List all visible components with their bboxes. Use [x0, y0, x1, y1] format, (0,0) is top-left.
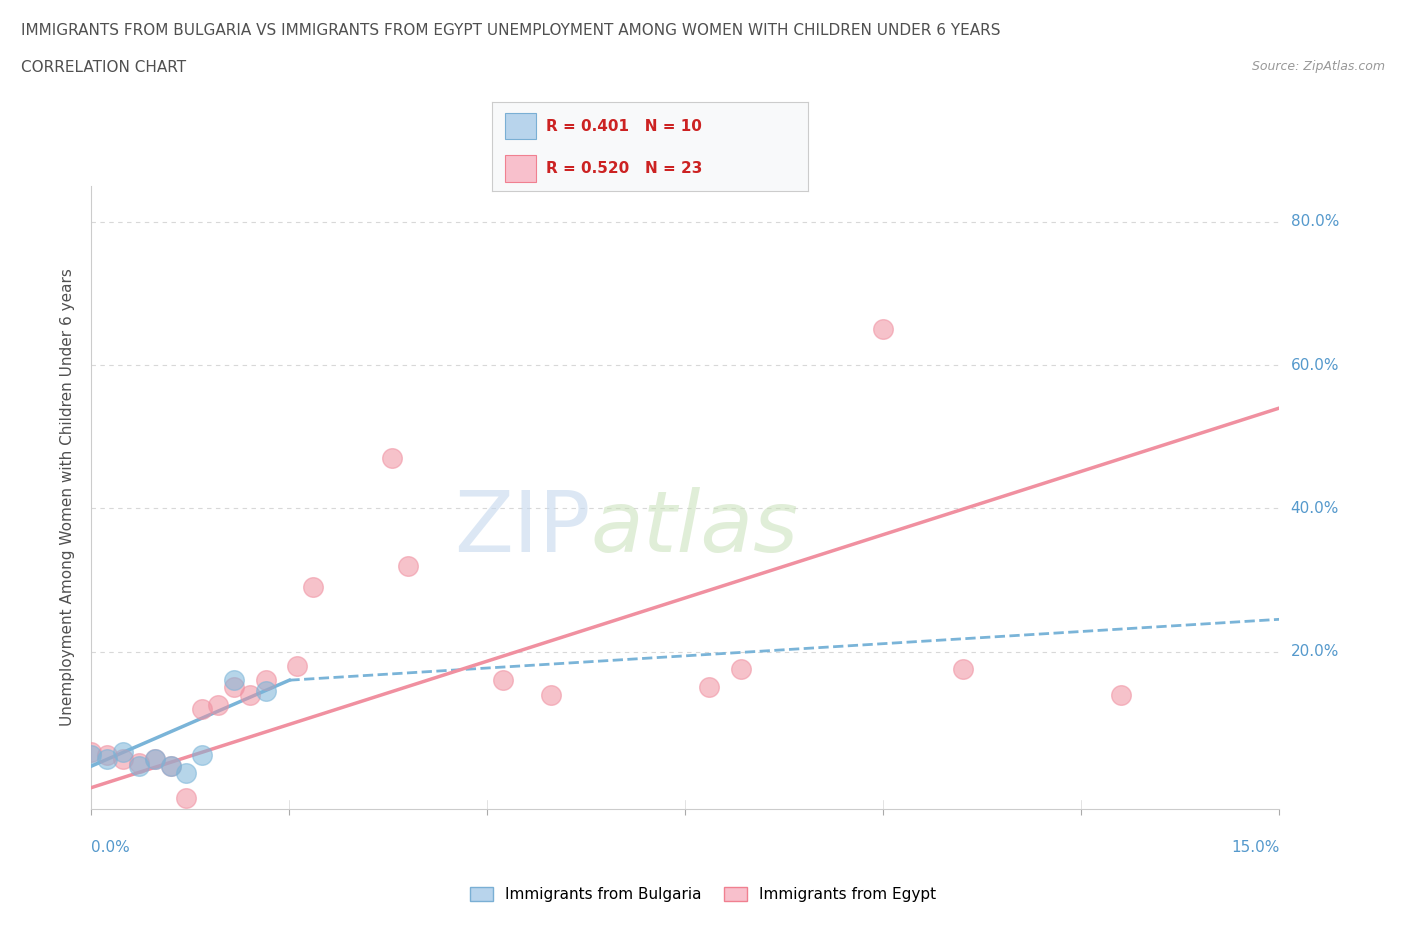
Point — [222, 680, 245, 695]
Text: 0.0%: 0.0% — [91, 840, 131, 855]
Bar — [505, 113, 537, 140]
Point — [143, 751, 166, 766]
Point — [1109, 687, 1132, 702]
Text: 15.0%: 15.0% — [1232, 840, 1279, 855]
Point — [112, 744, 135, 759]
Point — [285, 658, 308, 673]
Bar — [505, 155, 537, 182]
Text: ZIP: ZIP — [454, 487, 591, 570]
Point — [222, 672, 245, 687]
Point — [143, 751, 166, 766]
Point — [159, 759, 181, 774]
Point — [128, 755, 150, 770]
Text: 20.0%: 20.0% — [1291, 644, 1339, 659]
Point — [80, 748, 103, 763]
Point — [176, 790, 198, 805]
Point — [239, 687, 262, 702]
Point — [128, 759, 150, 774]
Point — [396, 558, 419, 573]
Text: R = 0.520   N = 23: R = 0.520 N = 23 — [546, 161, 702, 176]
Point — [952, 662, 974, 677]
Point — [80, 744, 103, 759]
Point — [730, 662, 752, 677]
Text: IMMIGRANTS FROM BULGARIA VS IMMIGRANTS FROM EGYPT UNEMPLOYMENT AMONG WOMEN WITH : IMMIGRANTS FROM BULGARIA VS IMMIGRANTS F… — [21, 23, 1001, 38]
Point — [96, 748, 118, 763]
Point — [540, 687, 562, 702]
Text: 40.0%: 40.0% — [1291, 500, 1339, 516]
Point — [191, 748, 214, 763]
Point — [492, 672, 515, 687]
Y-axis label: Unemployment Among Women with Children Under 6 years: Unemployment Among Women with Children U… — [60, 269, 76, 726]
Point — [381, 451, 404, 466]
Text: 60.0%: 60.0% — [1291, 357, 1339, 373]
Text: 80.0%: 80.0% — [1291, 214, 1339, 230]
Point — [697, 680, 720, 695]
Legend: Immigrants from Bulgaria, Immigrants from Egypt: Immigrants from Bulgaria, Immigrants fro… — [464, 881, 942, 909]
Point — [191, 701, 214, 716]
Point — [159, 759, 181, 774]
Point — [302, 579, 325, 594]
Point — [207, 698, 229, 712]
Point — [96, 751, 118, 766]
Text: CORRELATION CHART: CORRELATION CHART — [21, 60, 186, 75]
Point — [872, 322, 894, 337]
Point — [112, 751, 135, 766]
Text: atlas: atlas — [591, 487, 799, 570]
Point — [254, 672, 277, 687]
Point — [254, 684, 277, 698]
Point — [176, 765, 198, 780]
Text: Source: ZipAtlas.com: Source: ZipAtlas.com — [1251, 60, 1385, 73]
Text: R = 0.401   N = 10: R = 0.401 N = 10 — [546, 119, 702, 134]
